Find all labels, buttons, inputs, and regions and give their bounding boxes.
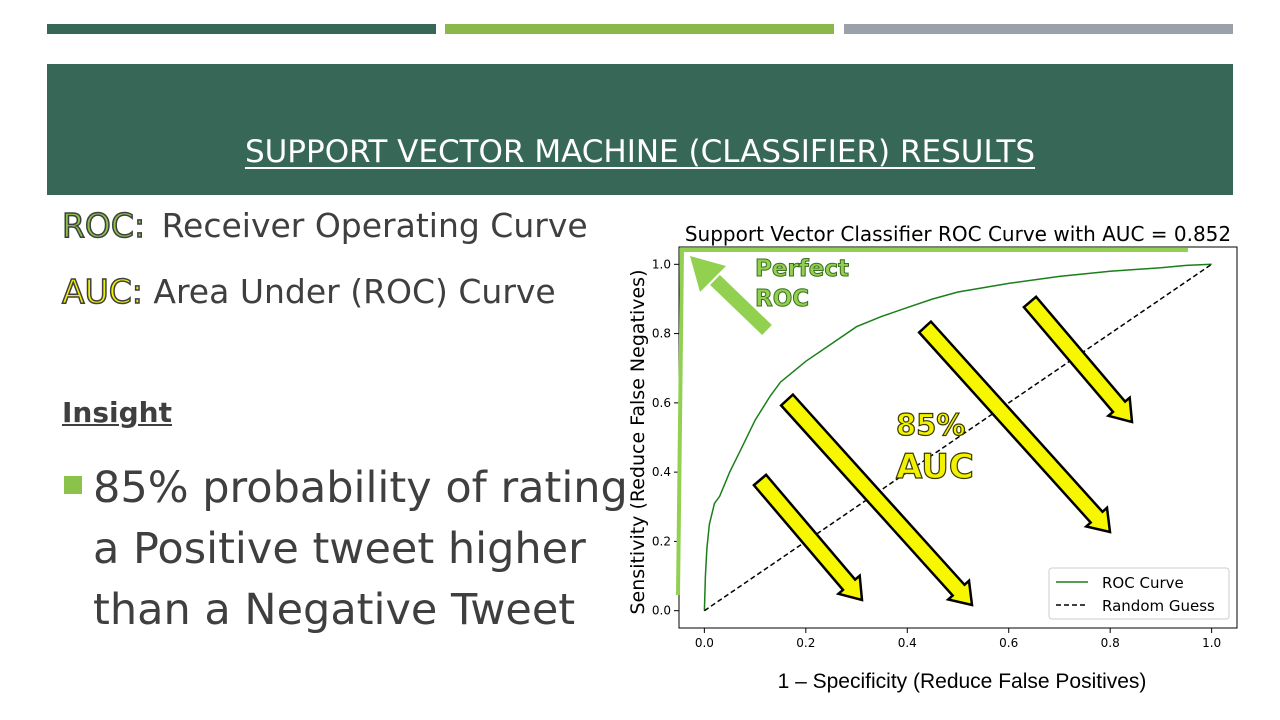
- plot-lines: [703, 263, 1213, 612]
- legend-box: [1048, 567, 1230, 620]
- x-tick-label: 0.8: [1101, 636, 1120, 650]
- insight-heading: Insight: [62, 396, 172, 429]
- accent-bar-dark-green: [47, 24, 436, 34]
- yellow-arrow-icon: [1022, 295, 1134, 424]
- y-tick-label: 1.0: [652, 257, 671, 271]
- y-tick-label: 0.6: [652, 396, 671, 410]
- x-tick-label: 0.2: [796, 636, 815, 650]
- random-guess-line: [703, 263, 1213, 612]
- perfect-roc-arrow-shaft: [710, 274, 772, 336]
- chart-title: Support Vector Classifier ROC Curve with…: [685, 222, 1231, 246]
- accent-bar-light-green: [445, 24, 834, 34]
- legend-roc-label: ROC Curve: [1102, 574, 1184, 592]
- definition-roc-text: Receiver Operating Curve: [161, 206, 588, 245]
- roc-curve-line: [703, 263, 1212, 611]
- y-tick-label: 0.8: [652, 327, 671, 341]
- title-band: [47, 64, 1233, 195]
- legend-random-label: Random Guess: [1102, 597, 1215, 615]
- slide-title: SUPPORT VECTOR MACHINE (CLASSIFIER) RESU…: [244, 134, 1036, 170]
- perfect-roc-arrow-head: [690, 256, 726, 292]
- definition-roc: ROC: Receiver Operating Curve: [61, 205, 588, 246]
- y-tick-label: 0.0: [652, 604, 671, 618]
- insight-text: 85% probability of rating a Positive twe…: [93, 463, 628, 635]
- bullet-square-icon: [64, 476, 82, 494]
- term-roc: ROC:: [61, 205, 146, 246]
- perfect-roc-label-line1: Perfect: [755, 256, 849, 282]
- auc-arrows: [752, 295, 1134, 607]
- auc-label-line1: 85%: [896, 408, 965, 442]
- definition-auc-text: Area Under (ROC) Curve: [153, 272, 556, 311]
- yellow-arrow-icon: [917, 319, 1112, 534]
- term-auc: AUC:: [61, 271, 143, 312]
- perfect-roc-outline: [676, 248, 1188, 596]
- accent-bar-gray: [844, 24, 1233, 34]
- definition-auc: AUC: Area Under (ROC) Curve: [61, 271, 556, 312]
- x-axis-label: 1 – Specificity (Reduce False Positives): [778, 670, 1147, 693]
- auc-label-line2: AUC: [896, 447, 974, 487]
- y-axis-ticks: 0.0 0.2 0.4 0.6 0.8 1.0: [652, 257, 679, 618]
- yellow-arrow-icon: [779, 392, 974, 607]
- y-axis-label: Sensitivity (Reduce False Negatives): [627, 270, 649, 615]
- x-tick-label: 0.6: [999, 636, 1018, 650]
- perfect-roc-label-line2: ROC: [755, 286, 809, 312]
- x-tick-label: 0.0: [695, 636, 714, 650]
- x-axis-ticks: 0.0 0.2 0.4 0.6 0.8 1.0: [695, 628, 1221, 650]
- x-tick-label: 0.4: [898, 636, 917, 650]
- y-tick-label: 0.4: [652, 465, 671, 479]
- yellow-arrow-icon: [752, 473, 864, 602]
- x-tick-label: 1.0: [1202, 636, 1221, 650]
- y-tick-label: 0.2: [652, 534, 671, 548]
